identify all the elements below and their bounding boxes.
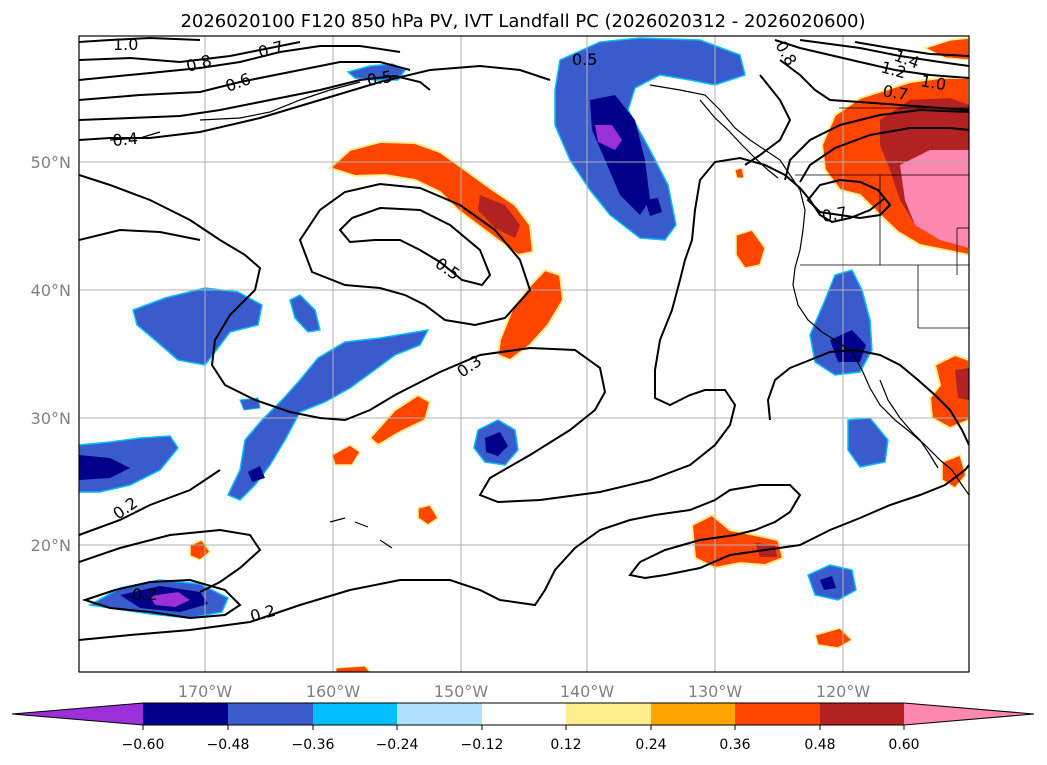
colorbar-ticks: [142, 725, 905, 730]
positive-anomaly-areas: [189, 37, 969, 672]
longitude-labels: 170°W 160°W 150°W 140°W 130°W 120°W: [178, 682, 871, 701]
lon-label-160w: 160°W: [306, 682, 361, 701]
contour-0-2-west: [79, 469, 221, 536]
contour-ne-6: [799, 127, 969, 183]
map-title: 2026020100 F120 850 hPa PV, IVT Landfall…: [180, 11, 865, 32]
colorbar-segment-3: [313, 703, 397, 725]
colorbar-segment-9: [820, 703, 904, 725]
neg-area-gulf-of-alaska: [554, 37, 746, 241]
contour-label-16: 1.0: [919, 71, 947, 94]
contour-label-5: 0.5: [365, 67, 393, 90]
colorbar-segment-4: [397, 703, 482, 725]
colorbar-tick-label-9: 0.48: [804, 737, 835, 753]
lon-label-170w: 170°W: [178, 682, 233, 701]
colorbar-segment-8: [735, 703, 820, 725]
colorbar-tick-label-5: −0.12: [461, 737, 504, 753]
coastline-baja: [879, 379, 939, 469]
contour-0-2-loop-sw: [81, 578, 242, 620]
contour-0-5-north: [79, 74, 431, 121]
colorbar-segment-5: [482, 703, 566, 725]
colorbar-segment-7: [651, 703, 735, 725]
colorbar: −0.60 −0.48 −0.36 −0.24 −0.12 0.12 0.24 …: [11, 702, 1035, 753]
lat-label-30n: 30°N: [31, 409, 71, 428]
contour-0-4-loop: [298, 182, 532, 327]
colorbar-tick-label-7: 0.24: [635, 737, 666, 753]
contour-1-0: [79, 36, 201, 43]
coastline-north-america: [649, 84, 969, 496]
contour-0-4: [79, 64, 551, 141]
lon-label-130w: 130°W: [688, 682, 743, 701]
contour-0-2-se: [79, 464, 969, 641]
colorbar-tick-label-8: 0.36: [719, 737, 750, 753]
colorbar-segment-2: [228, 703, 313, 725]
contour-label-12: 0.5: [572, 50, 597, 69]
contour-ne-4: [779, 59, 969, 111]
colorbar-tick-label-2: −0.48: [207, 737, 250, 753]
lat-label-20n: 20°N: [31, 536, 71, 555]
contour-ne-3: [854, 41, 969, 57]
colorbar-extend-min: [12, 703, 143, 725]
contour-ne-1: [774, 39, 969, 79]
map-panel: 1.0 0.8 0.7 0.6 0.5 0.4 0.5 0.3 0.2 0.2 …: [79, 35, 969, 672]
neg-area-gulf-of-alaska-min: [595, 125, 622, 150]
colorbar-tick-label-6: 0.12: [550, 737, 581, 753]
coastline-alaska-panhandle: [699, 99, 779, 179]
contour-0-8: [79, 41, 301, 64]
contour-label-10: 0.2: [132, 585, 157, 604]
lat-label-40n: 40°N: [31, 281, 71, 300]
contour-0-3: [79, 156, 886, 504]
colorbar-segment-1: [143, 703, 228, 725]
map-frame: [78, 35, 970, 673]
coastlines: [109, 81, 969, 549]
contour-0-2-south: [79, 528, 262, 593]
lon-label-120w: 120°W: [816, 682, 871, 701]
lon-label-140w: 140°W: [560, 682, 615, 701]
latitude-labels: 50°N 40°N 30°N 20°N: [31, 153, 71, 555]
pv-contours: [79, 36, 969, 641]
colorbar-extend-max: [904, 703, 1034, 725]
contour-0-5-loop: [338, 206, 492, 287]
pos-area-central-2: [368, 393, 432, 447]
pos-area-northeast-max: [900, 150, 969, 248]
contour-0-6: [79, 61, 411, 101]
contour-0-7: [79, 45, 401, 81]
negative-anomaly-areas: [79, 37, 889, 619]
pos-area-ridge-arc: [328, 140, 535, 257]
contour-label-17: 0.7: [881, 81, 909, 104]
contour-ne-2: [799, 39, 969, 67]
contour-label-13: 0.7: [820, 203, 848, 226]
contour-0-3-west-1: [79, 228, 201, 241]
lon-label-150w: 150°W: [434, 682, 489, 701]
contour-label-6: 0.4: [112, 129, 139, 150]
gridlines: [79, 36, 969, 672]
lat-label-50n: 50°N: [31, 153, 71, 172]
contour-label-1: 1.0: [113, 35, 138, 54]
colorbar-tick-label-4: −0.24: [376, 737, 419, 753]
contour-0-3-se: [766, 348, 969, 446]
contour-ne-7: [784, 108, 969, 181]
contour-ne-5: [744, 74, 792, 166]
colorbar-tick-label-1: −0.60: [122, 737, 165, 753]
neg-area-diagonal-band: [226, 329, 430, 501]
contour-coast-loop: [806, 178, 892, 220]
colorbar-segment-6: [566, 703, 651, 725]
pos-area-central-1: [496, 268, 565, 362]
colorbar-tick-label-10: 0.60: [888, 737, 919, 753]
colorbar-tick-label-3: −0.36: [292, 737, 335, 753]
